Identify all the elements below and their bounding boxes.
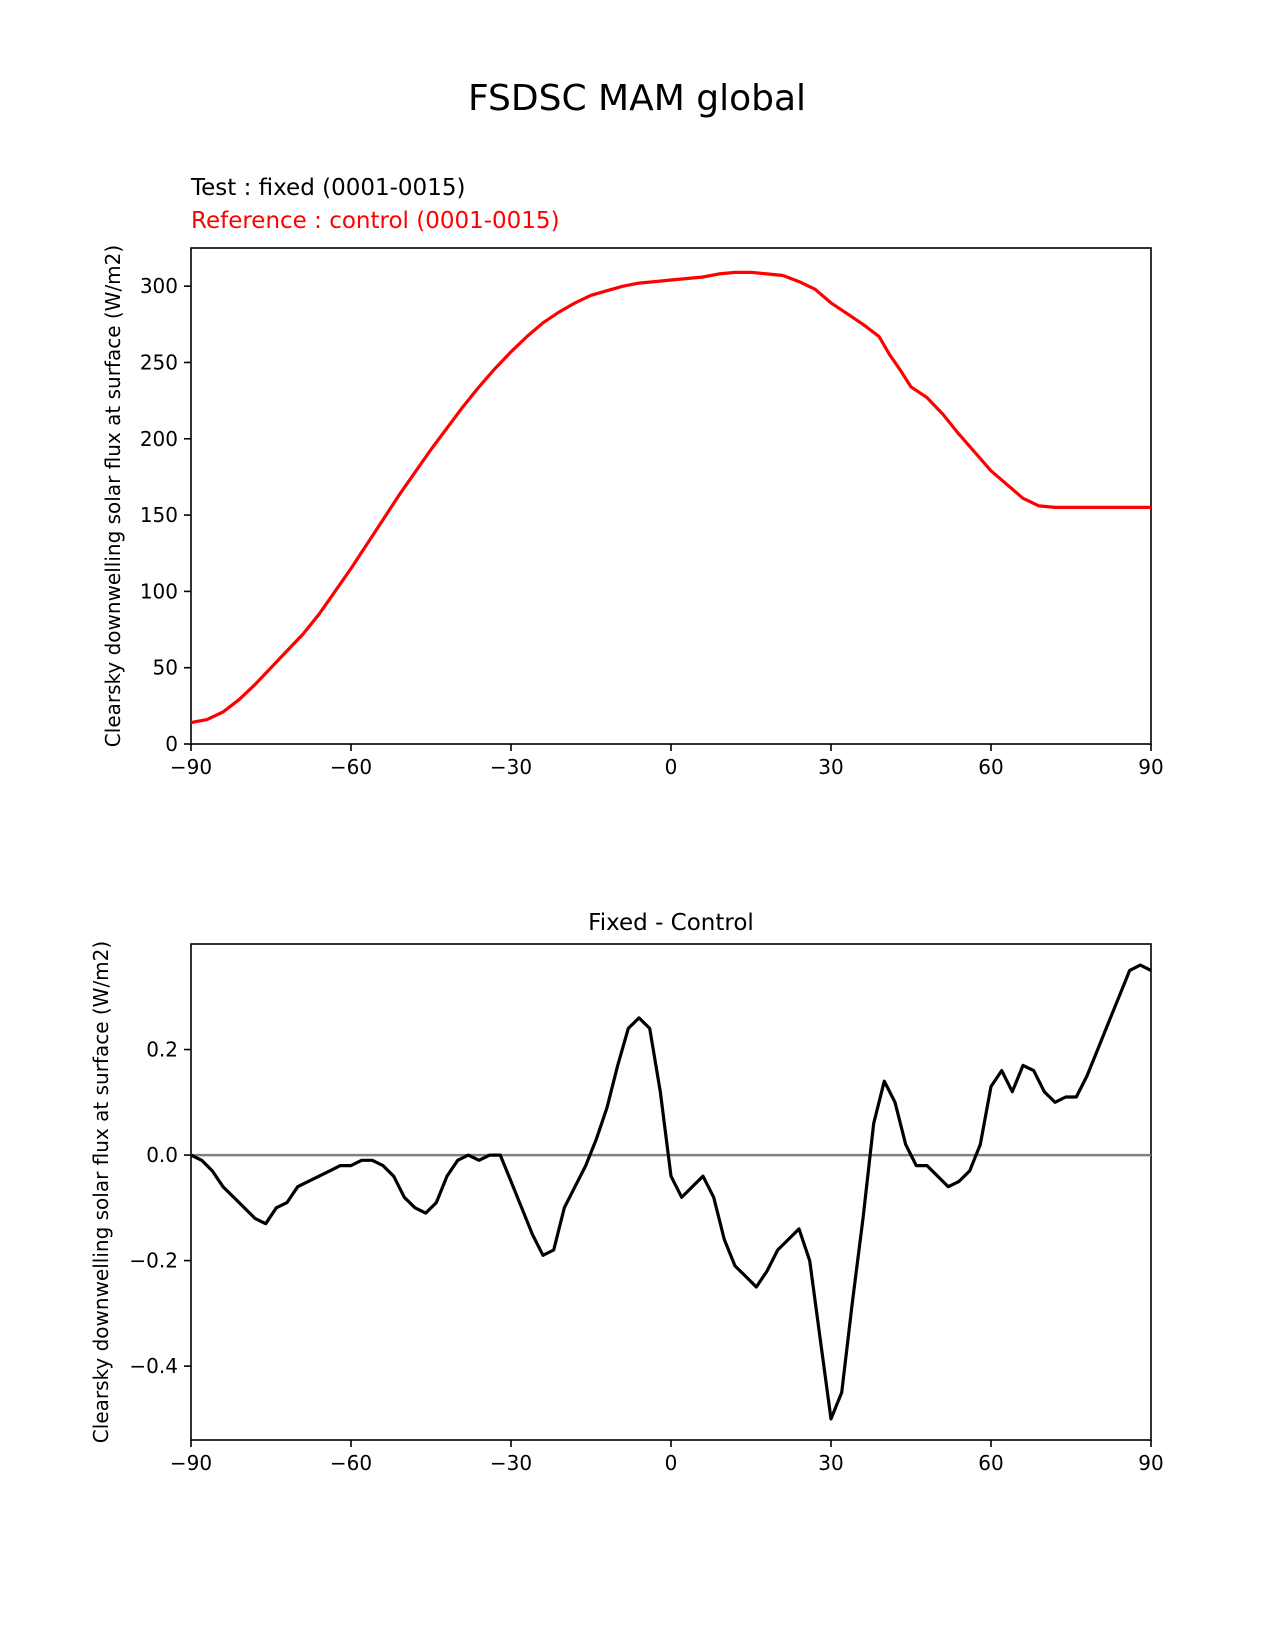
bottom-plot-frame — [190, 943, 1152, 1441]
figure-title: FSDSC MAM global — [468, 78, 806, 119]
x-tick-label: 30 — [818, 755, 843, 779]
x-tick-label: −60 — [330, 1451, 372, 1475]
bottom-y-axis-label: Clearsky downwelling solar flux at surfa… — [89, 941, 113, 1443]
y-tick-label: 50 — [153, 656, 178, 680]
series-line — [190, 963, 1152, 1421]
x-tick-label: 60 — [978, 755, 1003, 779]
y-tick-label: −0.2 — [129, 1249, 178, 1273]
x-tick-label: −90 — [170, 755, 212, 779]
x-tick-label: −90 — [170, 1451, 212, 1475]
x-tick-label: 0 — [665, 755, 678, 779]
y-tick-label: −0.4 — [129, 1354, 178, 1378]
y-tick-label: 150 — [140, 503, 178, 527]
top-panel: Test : fixed (0001-0015) Reference : con… — [101, 175, 1164, 779]
top-y-ticks: 0 50 100 150 200 250 300 — [140, 274, 191, 756]
y-tick-label: 300 — [140, 274, 178, 298]
bottom-title: Fixed - Control — [588, 910, 754, 936]
x-tick-label: 30 — [818, 1451, 843, 1475]
top-series — [190, 270, 1151, 725]
y-tick-label: 200 — [140, 427, 178, 451]
x-tick-label: 90 — [1138, 1451, 1163, 1475]
bottom-series — [190, 963, 1152, 1421]
x-tick-label: −30 — [490, 1451, 532, 1475]
series-line — [190, 270, 1151, 725]
x-tick-label: 0 — [665, 1451, 678, 1475]
bottom-panel: Fixed - Control Clearsky downwelling sol… — [89, 910, 1164, 1475]
test-title: Test : fixed (0001-0015) — [190, 175, 465, 201]
y-tick-label: 0.2 — [146, 1038, 178, 1062]
top-x-ticks: −90 −60 −30 0 30 60 90 — [170, 744, 1164, 779]
x-tick-label: −30 — [490, 755, 532, 779]
top-plot-frame — [190, 247, 1152, 745]
y-tick-label: 0.0 — [146, 1143, 178, 1167]
y-tick-label: 100 — [140, 579, 178, 603]
reference-title: Reference : control (0001-0015) — [191, 208, 560, 234]
x-tick-label: −60 — [330, 755, 372, 779]
y-tick-label: 250 — [140, 350, 178, 374]
top-y-axis-label: Clearsky downwelling solar flux at surfa… — [101, 245, 125, 747]
bottom-x-ticks: −90 −60 −30 0 30 60 90 — [170, 1440, 1164, 1475]
x-tick-label: 60 — [978, 1451, 1003, 1475]
x-tick-label: 90 — [1138, 755, 1163, 779]
y-tick-label: 0 — [165, 732, 178, 756]
bottom-y-ticks: −0.4 −0.2 0.0 0.2 — [129, 1038, 191, 1378]
